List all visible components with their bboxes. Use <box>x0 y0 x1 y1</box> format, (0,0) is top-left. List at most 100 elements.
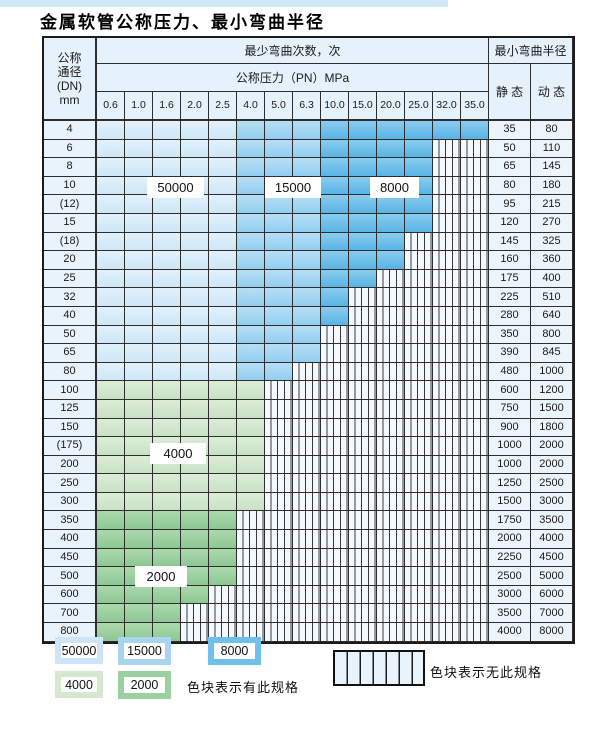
dn-cell: 450 <box>44 548 97 568</box>
rating-cell-dn300-pn2.0 <box>181 492 209 512</box>
table-grid: 公称 通径 (DN) mm 最少弯曲次数，次 最小弯曲半径 公称压力（PN）MPa 静… <box>44 38 573 642</box>
rating-cell-dn700-pn6.3 <box>293 604 321 624</box>
rating-cell-dn400-pn4.0 <box>237 530 265 549</box>
rating-cell-dn350-pn1.6 <box>153 511 181 531</box>
rating-cell-dn65-pn2.0 <box>181 344 209 363</box>
legend-swatch-4000: 4000 <box>55 671 103 698</box>
rating-cell-dn250-pn2.0 <box>181 474 209 493</box>
region-label-15000: 15000 <box>265 177 321 198</box>
rating-cell-dn25-pn20.0 <box>377 269 405 289</box>
rating-cell-dn(12)-pn2.5 <box>209 195 237 214</box>
dn-cell: 32 <box>44 288 97 307</box>
rating-cell-dn350-pn25.0 <box>405 511 433 531</box>
static-radius-cell: 145 <box>489 232 531 252</box>
rating-cell-dn(175)-pn15.0 <box>349 437 377 456</box>
rating-cell-dn20-pn10.0 <box>321 251 349 270</box>
rating-cell-dn32-pn1.6 <box>153 288 181 307</box>
rating-cell-dn10-pn35.0 <box>461 176 489 196</box>
legend-label-50000: 50000 <box>60 642 98 659</box>
rating-cell-dn(175)-pn2.5 <box>209 437 237 456</box>
static-radius-cell: 160 <box>489 251 531 270</box>
rating-cell-dn100-pn20.0 <box>377 381 405 400</box>
rating-cell-dn65-pn20.0 <box>377 344 405 363</box>
rating-cell-dn65-pn1.6 <box>153 344 181 363</box>
rating-cell-dn10-pn4.0 <box>237 176 265 196</box>
rating-cell-dn32-pn10.0 <box>321 288 349 307</box>
rating-cell-dn80-pn25.0 <box>405 362 433 382</box>
rating-cell-dn4-pn1.6 <box>153 121 181 140</box>
static-radius-cell: 120 <box>489 213 531 233</box>
rating-cell-dn4-pn10.0 <box>321 121 349 140</box>
dynamic-radius-cell: 3000 <box>531 492 573 512</box>
rating-cell-dn(175)-pn35.0 <box>461 437 489 456</box>
rating-cell-dn32-pn15.0 <box>349 288 377 307</box>
rating-cell-dn150-pn2.0 <box>181 418 209 438</box>
rating-cell-dn150-pn5.0 <box>265 418 293 438</box>
rating-cell-dn200-pn10.0 <box>321 455 349 475</box>
rating-cell-dn20-pn1.0 <box>125 251 153 270</box>
rating-cell-dn15-pn2.0 <box>181 213 209 233</box>
rating-cell-dn200-pn25.0 <box>405 455 433 475</box>
rating-cell-dn700-pn32.0 <box>433 604 461 624</box>
legend-label-2000: 2000 <box>124 676 165 694</box>
header-pressure-32.0: 32.0 <box>433 92 461 121</box>
rating-cell-dn250-pn35.0 <box>461 474 489 493</box>
rating-cell-dn40-pn20.0 <box>377 306 405 326</box>
rating-cell-dn40-pn25.0 <box>405 306 433 326</box>
rating-cell-dn(18)-pn4.0 <box>237 232 265 252</box>
rating-cell-dn65-pn0.6 <box>97 344 125 363</box>
rating-cell-dn(18)-pn6.3 <box>293 232 321 252</box>
rating-cell-dn100-pn10.0 <box>321 381 349 400</box>
static-radius-cell: 900 <box>489 418 531 438</box>
rating-cell-dn350-pn5.0 <box>265 511 293 531</box>
rating-cell-dn250-pn4.0 <box>237 474 265 493</box>
rating-cell-dn8-pn32.0 <box>433 158 461 177</box>
rating-cell-dn80-pn4.0 <box>237 362 265 382</box>
rating-cell-dn500-pn15.0 <box>349 567 377 586</box>
rating-cell-dn350-pn20.0 <box>377 511 405 531</box>
rating-cell-dn50-pn15.0 <box>349 325 377 345</box>
rating-cell-dn800-pn5.0 <box>265 623 293 642</box>
dn-cell: 10 <box>44 176 97 196</box>
rating-cell-dn50-pn4.0 <box>237 325 265 345</box>
rating-cell-dn25-pn4.0 <box>237 269 265 289</box>
rating-cell-dn800-pn20.0 <box>377 623 405 642</box>
static-radius-cell: 95 <box>489 195 531 214</box>
static-radius-cell: 1750 <box>489 511 531 531</box>
rating-cell-dn100-pn35.0 <box>461 381 489 400</box>
rating-cell-dn20-pn5.0 <box>265 251 293 270</box>
dynamic-radius-cell: 5000 <box>531 567 573 586</box>
rating-cell-dn450-pn32.0 <box>433 548 461 568</box>
rating-cell-dn125-pn4.0 <box>237 399 265 419</box>
rating-cell-dn350-pn10.0 <box>321 511 349 531</box>
rating-cell-dn800-pn15.0 <box>349 623 377 642</box>
rating-cell-dn700-pn15.0 <box>349 604 377 624</box>
rating-cell-dn32-pn6.3 <box>293 288 321 307</box>
legend-swatch-15000: 15000 <box>118 637 171 665</box>
rating-cell-dn4-pn20.0 <box>377 121 405 140</box>
rating-cell-dn450-pn0.6 <box>97 548 125 568</box>
rating-cell-dn250-pn0.6 <box>97 474 125 493</box>
rating-cell-dn20-pn20.0 <box>377 251 405 270</box>
static-radius-cell: 1250 <box>489 474 531 493</box>
rating-cell-dn700-pn35.0 <box>461 604 489 624</box>
rating-cell-dn6-pn10.0 <box>321 139 349 159</box>
rating-cell-dn20-pn35.0 <box>461 251 489 270</box>
rating-cell-dn80-pn20.0 <box>377 362 405 382</box>
rating-cell-dn700-pn2.5 <box>209 604 237 624</box>
rating-cell-dn600-pn32.0 <box>433 585 461 605</box>
rating-cell-dn250-pn32.0 <box>433 474 461 493</box>
rating-cell-dn400-pn1.6 <box>153 530 181 549</box>
rating-cell-dn100-pn0.6 <box>97 381 125 400</box>
rating-cell-dn400-pn2.0 <box>181 530 209 549</box>
rating-cell-dn10-pn2.5 <box>209 176 237 196</box>
rating-cell-dn(12)-pn20.0 <box>377 195 405 214</box>
rating-cell-dn300-pn4.0 <box>237 492 265 512</box>
rating-cell-dn150-pn10.0 <box>321 418 349 438</box>
rating-cell-dn6-pn20.0 <box>377 139 405 159</box>
rating-cell-dn65-pn35.0 <box>461 344 489 363</box>
rating-cell-dn6-pn2.0 <box>181 139 209 159</box>
rating-cell-dn450-pn20.0 <box>377 548 405 568</box>
static-radius-cell: 80 <box>489 176 531 196</box>
rating-cell-dn500-pn25.0 <box>405 567 433 586</box>
